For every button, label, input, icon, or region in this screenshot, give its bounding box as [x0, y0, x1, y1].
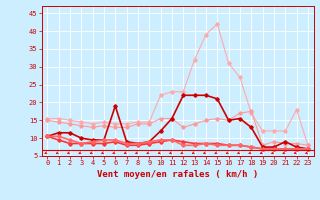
X-axis label: Vent moyen/en rafales ( km/h ): Vent moyen/en rafales ( km/h ): [97, 170, 258, 179]
